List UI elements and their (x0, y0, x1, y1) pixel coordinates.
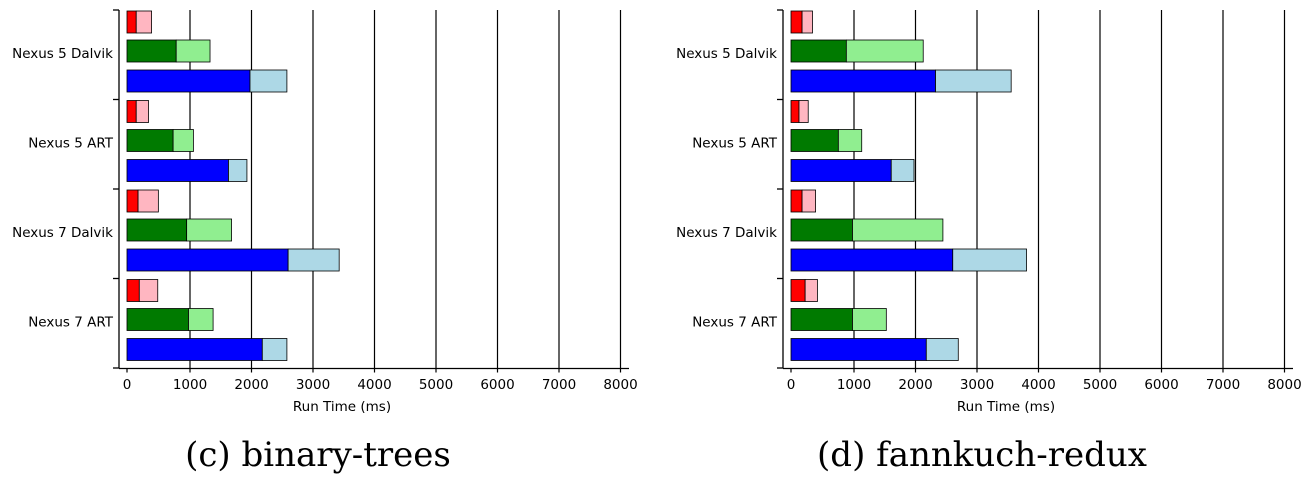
bar-segment (126, 308, 189, 331)
bar-segment (790, 100, 800, 123)
x-tick-label: 0 (787, 377, 796, 393)
bar-segment (852, 308, 887, 331)
category-label: Nexus 7 Dalvik (676, 225, 777, 241)
category-label: Nexus 7 ART (692, 315, 778, 331)
bar-segment (126, 159, 229, 182)
x-tick-label: 4000 (357, 377, 391, 393)
bar-segment (790, 279, 806, 302)
bar-segment (135, 100, 149, 123)
subfigure-caption: (d) fannkuch-redux (817, 435, 1147, 475)
bar-segment (249, 69, 288, 93)
bar-segment (126, 129, 174, 152)
bar-segment (837, 129, 863, 152)
x-tick-label: 4000 (1021, 377, 1055, 393)
bar-segment (790, 308, 853, 331)
bar-segment (790, 159, 892, 182)
x-tick-label: 3000 (296, 377, 330, 393)
bar-segment (790, 10, 803, 34)
bar-segment (126, 338, 263, 361)
bar-segment (790, 39, 847, 63)
x-axis-label: Run Time (ms) (293, 399, 391, 415)
bar-segment (845, 39, 924, 63)
bar-segment (935, 69, 1012, 93)
x-tick-label: 7000 (542, 377, 576, 393)
bar-segment (188, 308, 214, 331)
bar-segment (261, 338, 288, 361)
bar-segment (175, 39, 211, 63)
x-tick-label: 8000 (603, 377, 637, 393)
bar-segment (137, 189, 159, 213)
bar-segment (126, 10, 137, 34)
x-tick-label: 1000 (173, 377, 207, 393)
bar-segment (790, 248, 954, 272)
bar-segment (138, 279, 159, 302)
bar-segment (126, 218, 188, 242)
x-tick-label: 7000 (1206, 377, 1240, 393)
bar-segment (852, 218, 944, 242)
bar-segment (126, 100, 137, 123)
bar-segment (790, 189, 803, 213)
x-axis-label: Run Time (ms) (957, 399, 1055, 415)
bar-segment (186, 218, 232, 242)
bar-segment (126, 279, 140, 302)
category-label: Nexus 5 ART (28, 136, 114, 152)
x-tick-label: 6000 (480, 377, 514, 393)
bar-segment (952, 248, 1027, 272)
category-label: Nexus 5 Dalvik (12, 46, 113, 62)
x-tick-label: 0 (123, 377, 132, 393)
bar-segment (126, 189, 139, 213)
x-tick-label: 2000 (234, 377, 268, 393)
bar-segment (790, 338, 927, 361)
category-label: Nexus 5 Dalvik (676, 46, 777, 62)
x-tick-label: 2000 (898, 377, 932, 393)
bar-segment (790, 129, 839, 152)
bar-segment (228, 159, 248, 182)
x-tick-label: 5000 (419, 377, 453, 393)
bar-segment (798, 100, 809, 123)
bar-segment (804, 279, 818, 302)
bar-segment (925, 338, 959, 361)
bar-segment (135, 10, 153, 34)
category-label: Nexus 7 ART (28, 315, 114, 331)
bar-segment (790, 69, 936, 93)
x-tick-label: 1000 (837, 377, 871, 393)
subfigure-caption: (c) binary-trees (185, 435, 451, 475)
bar-segment (126, 39, 177, 63)
category-label: Nexus 7 Dalvik (12, 225, 113, 241)
chart-panel-d: Nexus 5 Dalvik Nexus 5 ART Nexus 7 Dalvik N… (676, 9, 1302, 475)
bar-segment (801, 10, 813, 34)
bar-segment (890, 159, 915, 182)
x-tick-label: 3000 (960, 377, 994, 393)
x-tick-label: 6000 (1144, 377, 1178, 393)
bar-segment (126, 69, 251, 93)
bar-segment (172, 129, 194, 152)
category-label: Nexus 5 ART (692, 136, 778, 152)
bar-segment (126, 248, 289, 272)
bar-segment (287, 248, 340, 272)
bar-segment (801, 189, 817, 213)
bar-segment (790, 218, 853, 242)
x-tick-label: 5000 (1083, 377, 1117, 393)
x-tick-label: 8000 (1267, 377, 1301, 393)
chart-panel-c: Nexus 5 Dalvik Nexus 5 ART Nexus 7 Dalvik N… (12, 9, 638, 475)
